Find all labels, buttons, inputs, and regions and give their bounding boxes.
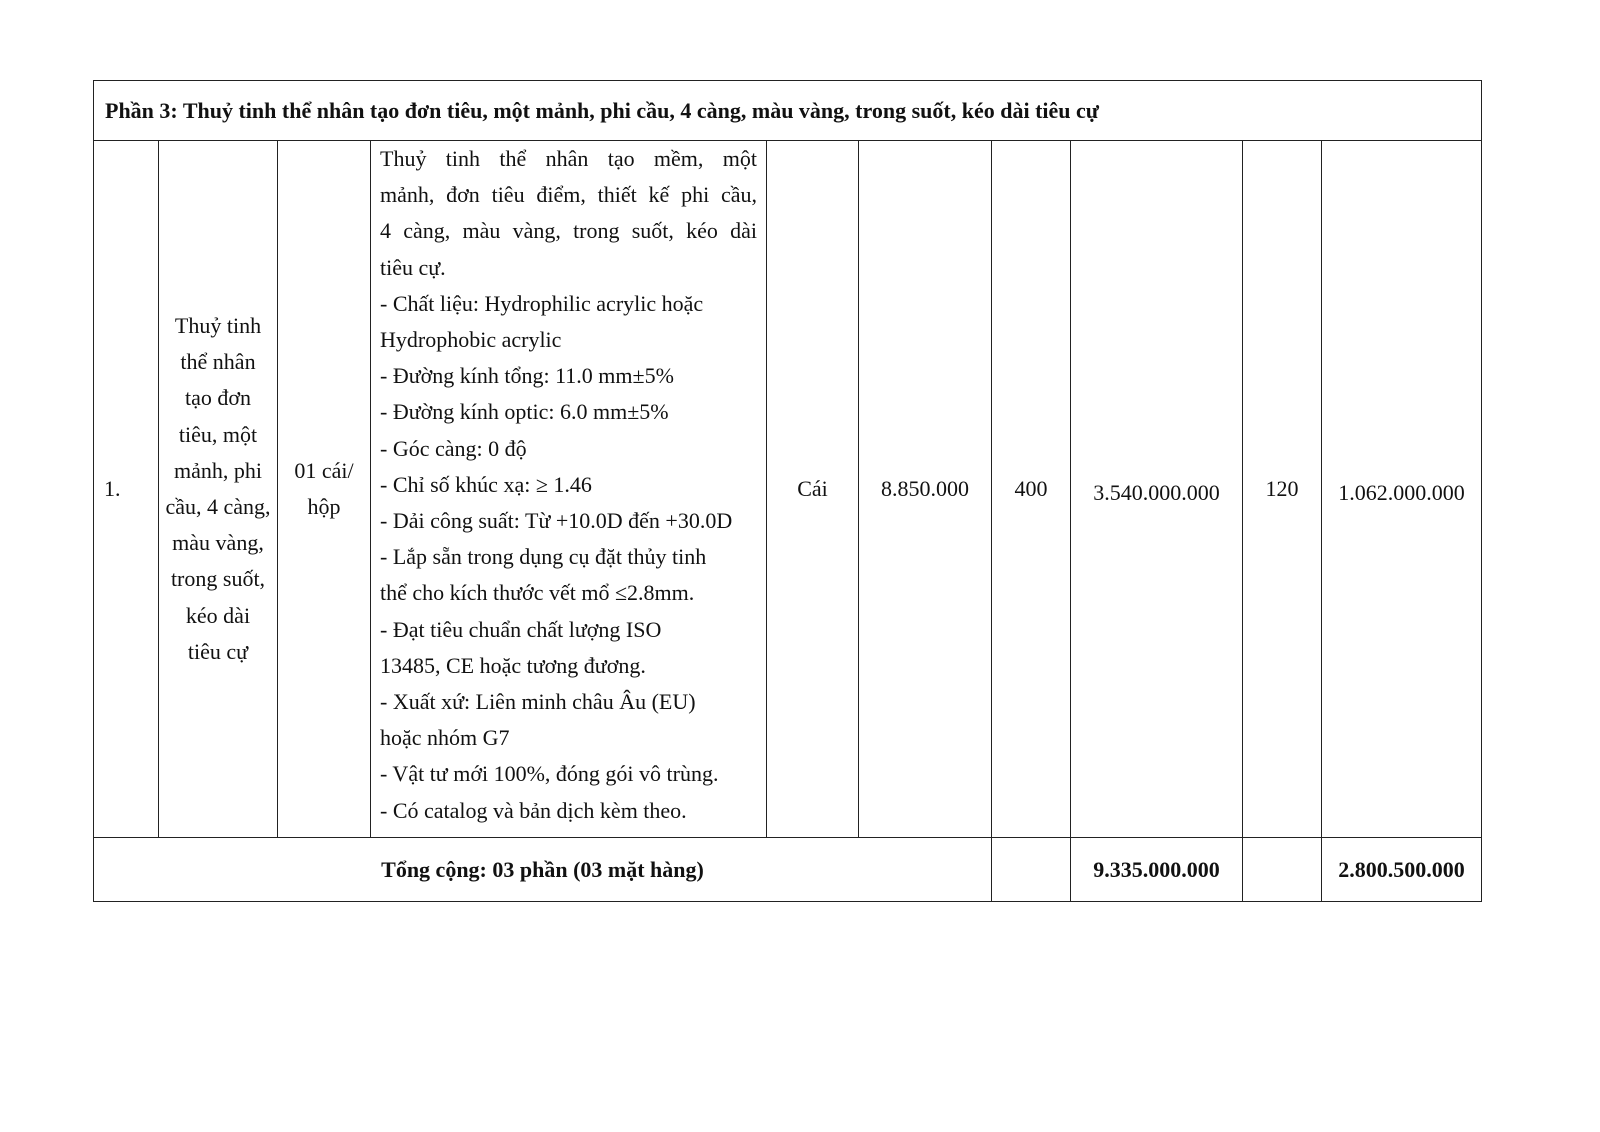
text-line: thể nhân [180,349,256,375]
text-line: - Chỉ số khúc xạ: ≥ 1.46 [380,471,592,497]
item-name: Thuỷ tinh thể nhân tạo đơn tiêu, một mảnh, p… [158,140,278,838]
amount-2: 1.062.000.000 [1320,140,1483,838]
text-line: - Đường kính optic: 6.0 mm±5% [380,399,669,425]
amount: 3.540.000.000 [1070,140,1243,838]
text-line: màu vàng, [172,530,264,556]
total-label: Tổng cộng: 03 phần (03 mặt hàng) [93,837,992,902]
text-line: 13485, CE hoặc tương đương. [380,652,646,678]
text-line: Thuỷ tinh [174,312,262,338]
text-line: - Vật tư mới 100%, đóng gói vô trùng. [380,761,719,787]
text-line: - Góc càng: 0 độ [380,435,527,461]
text-line: hộp [307,494,341,519]
total-empty-1 [991,837,1071,902]
item-description: Thuỷ tinh thể nhân tạo mềm, một mảnh, đơn… [370,140,767,838]
quantity-2: 120 [1242,140,1322,838]
bid-items-table: Phần 3: Thuỷ tinh thể nhân tạo đơn tiêu,… [92,80,1483,902]
text-line: tiêu, một [178,421,258,447]
text-line: - Đường kính tổng: 11.0 mm±5% [380,363,674,389]
text-line: 01 cái/ [294,457,354,483]
section-header-row: Phần 3: Thuỷ tinh thể nhân tạo đơn tiêu,… [92,80,1483,141]
text-line: Thuỷ tinh thể nhân tạo mềm, một [380,146,757,171]
row-index: 1. [93,140,159,838]
text-line: 4 càng, màu vàng, trong suốt, kéo dài [380,218,757,244]
text-line: cầu, 4 càng, [165,494,271,519]
text-line: kéo dài [185,602,251,628]
packing: 01 cái/hộp [277,140,371,838]
text-line: - Có catalog và bản dịch kèm theo. [380,797,687,823]
text-line: Hydrophobic acrylic [380,327,562,353]
total-empty-2 [1242,837,1322,902]
total-amount-2: 2.800.500.000 [1320,837,1483,902]
total-amount: 9.335.000.000 [1070,837,1243,902]
text-line: trong suốt, [170,566,266,592]
unit-price: 8.850.000 [858,140,992,838]
quantity: 400 [991,140,1071,838]
text-line: tạo đơn [184,385,251,411]
text-line: - Chất liệu: Hydrophilic acrylic hoặc [380,290,704,316]
unit: Cái [766,140,859,838]
total-row: Tổng cộng: 03 phần (03 mặt hàng) 9.335.0… [93,837,1483,902]
text-line: tiêu cự. [380,254,446,280]
text-line: mảnh, phi [174,457,262,483]
section-title: Phần 3: Thuỷ tinh thể nhân tạo đơn tiêu,… [92,80,1483,141]
text-line: - Xuất xứ: Liên minh châu Âu (EU) [380,689,696,715]
text-line: - Đạt tiêu chuẩn chất lượng ISO [380,616,662,642]
text-line: - Lắp sẵn trong dụng cụ đặt thủy tinh [380,544,707,570]
text-line: tiêu cự [187,638,249,664]
text-line: mảnh, đơn tiêu điểm, thiết kế phi cầu, [380,182,757,208]
text-line: thể cho kích thước vết mổ ≤2.8mm. [380,580,695,606]
text-line: - Dải công suất: Từ +10.0D đến +30.0D [380,508,733,534]
table-row: 1. Thuỷ tinh thể nhân tạo đơn tiêu, một mảnh… [93,140,1483,838]
text-line: hoặc nhóm G7 [380,725,510,751]
